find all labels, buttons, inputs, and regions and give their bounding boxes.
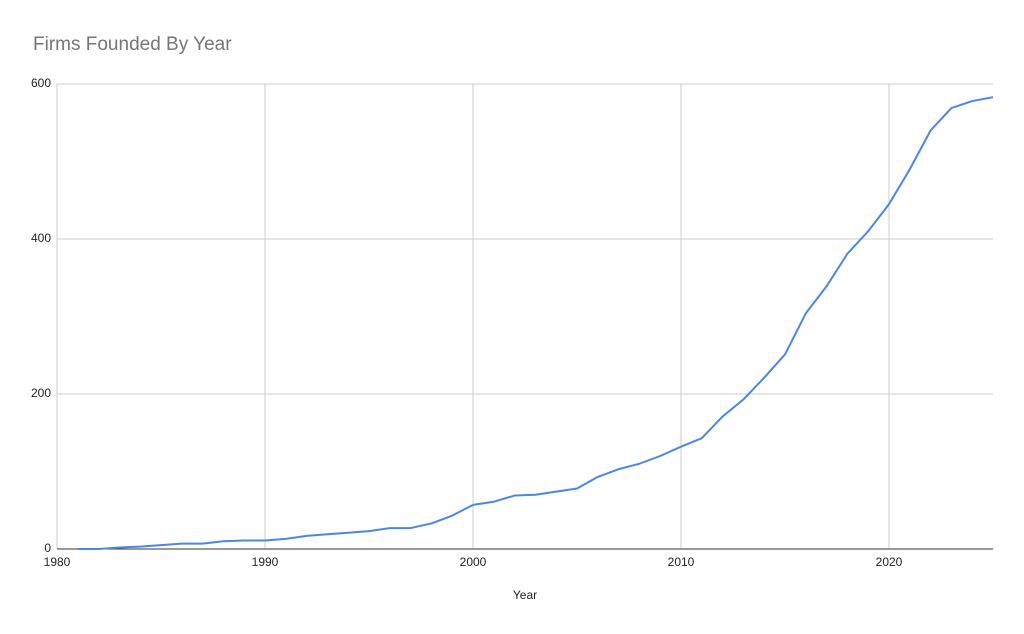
x-tick-label: 2010 (668, 555, 695, 569)
y-tick-label: 600 (31, 76, 51, 90)
x-tick-label: 1990 (252, 555, 279, 569)
y-tick-label: 400 (31, 231, 51, 245)
x-tick-label: 2020 (876, 555, 903, 569)
x-tick-label: 2000 (460, 555, 487, 569)
line (77, 96, 994, 550)
y-tick-label: 0 (44, 541, 51, 555)
x-axis-label: Year (513, 588, 537, 602)
chart-title: Firms Founded By Year (33, 34, 232, 55)
x-tick-label: 1980 (44, 555, 71, 569)
y-tick-label: 200 (31, 386, 51, 400)
